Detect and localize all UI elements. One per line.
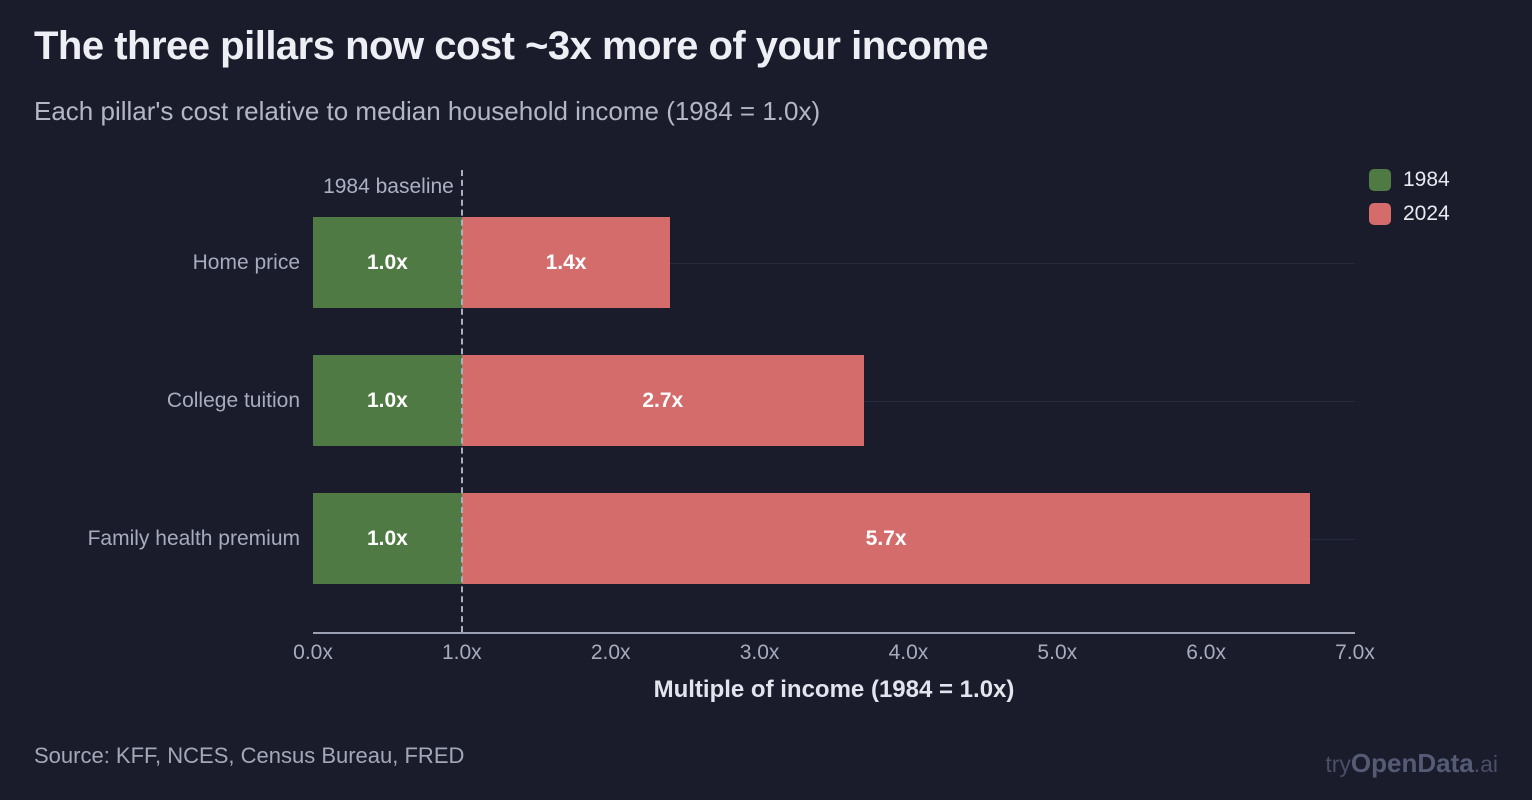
x-tick-label-2-0x: 2.0x [590,641,631,664]
chart-title: The three pillars now cost ~3x more of y… [34,24,989,68]
x-tick-label-1-0x: 1.0x [441,641,482,664]
bar-value-label: 1.0x [366,526,408,550]
legend-swatch-1984 [1369,169,1391,191]
category-gridline-home-price [313,262,1355,264]
legend-swatch-2024 [1369,203,1391,225]
baseline-annotation: 1984 baseline [323,175,454,198]
bar-value-label: 5.7x [865,526,907,550]
x-tick-label-6-0x: 6.0x [1186,641,1226,664]
legend-label-1984: 1984 [1403,168,1450,191]
category-label-college-tuition: College tuition [166,388,300,412]
bar-segment-2024-family-health-premium: 5.7x [461,493,1311,584]
plot-area: Multiple of income (1984 = 1.0x) 1.0x 1.4… [293,170,1375,730]
legend-item-1984[interactable]: 1984 [1369,168,1450,192]
x-tick-label-7-0x: 7.0x [1335,641,1375,664]
watermark-suffix: .ai [1473,751,1498,777]
category-label-family-health-premium: Family health premium [87,526,300,550]
bar-segment-1984-family-health-premium: 1.0x [313,493,462,584]
bar-segment-1984-home-price: 1.0x [313,217,462,308]
bar-value-label: 2.7x [642,388,684,412]
bar-segment-1984-college-tuition: 1.0x [313,355,462,446]
x-axis-title: Multiple of income (1984 = 1.0x) [653,676,1015,703]
x-tick-label-5-0x: 5.0x [1037,641,1078,664]
legend: 1984 2024 [1369,168,1450,226]
bar-segment-2024-college-tuition: 2.7x [461,355,864,446]
source-note: Source: KFF, NCES, Census Bureau, FRED [34,743,465,768]
x-axis-line [313,632,1355,634]
legend-label-2024: 2024 [1403,202,1450,225]
category-label-home-price: Home price [192,250,300,274]
legend-item-2024[interactable]: 2024 [1369,202,1450,226]
watermark-brand: OpenData [1350,748,1474,778]
bar-value-label: 1.0x [366,388,408,412]
baseline-dashed-line [460,170,463,632]
x-tick-label-4-0x: 4.0x [888,641,929,664]
bar-value-label: 1.4x [545,250,587,274]
x-tick-label-3-0x: 3.0x [739,641,780,664]
watermark: try OpenData .ai [1325,748,1498,779]
chart-subtitle: Each pillar's cost relative to median ho… [34,96,821,126]
bar-segment-2024-home-price: 1.4x [461,217,671,308]
bar-value-label: 1.0x [366,250,408,274]
watermark-prefix: try [1325,751,1351,777]
x-tick-label-0-0x: 0.0x [293,641,333,664]
category-axis: Home price College tuition Family health p… [0,170,300,632]
